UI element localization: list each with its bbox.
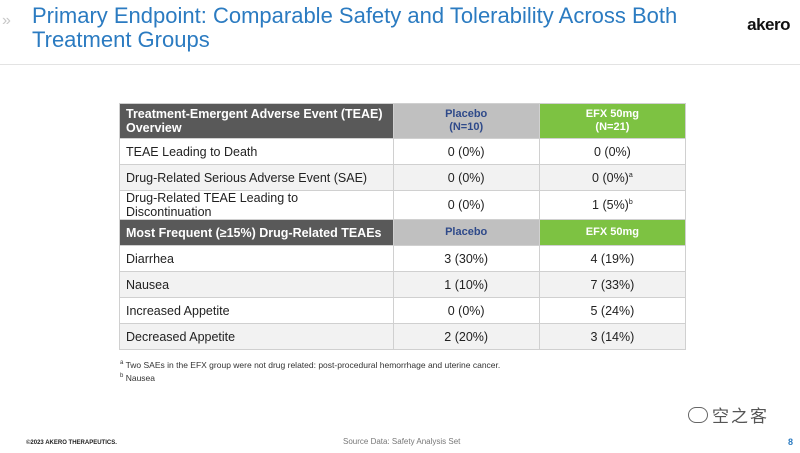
chevron-icon: » [2,12,11,29]
table-row: Nausea 1 (10%) 7 (33%) [119,271,687,298]
efx-n: (N=21) [595,121,630,133]
footnote-mark: a [120,360,124,366]
row-label: Drug-Related TEAE Leading to Discontinua… [119,190,394,220]
row-label: Diarrhea [119,245,394,272]
footnote-a: a Two SAEs in the EFX group were not dru… [120,358,500,371]
watermark: 空之客 [688,402,769,427]
footnotes: a Two SAEs in the EFX group were not dru… [120,358,500,384]
row-label: Decreased Appetite [119,323,394,350]
table-header-row: Treatment-Emergent Adverse Event (TEAE) … [119,103,687,139]
adverse-event-table: Treatment-Emergent Adverse Event (TEAE) … [119,103,687,350]
row-label: Increased Appetite [119,297,394,324]
footnote-marker: a [628,171,633,179]
table-row: Decreased Appetite 2 (20%) 3 (14%) [119,323,687,350]
efx-value: 1 (5%) [592,198,629,212]
table-row: Drug-Related TEAE Leading to Discontinua… [119,190,687,220]
watermark-text: 空之客 [712,407,769,426]
efx-value: 0 (0%) [538,138,687,165]
table-row: Drug-Related Serious Adverse Event (SAE)… [119,164,687,191]
footnote-mark: b [120,372,124,379]
table-row: Diarrhea 3 (30%) 4 (19%) [119,245,687,272]
efx-value: 0 (0%) [592,170,629,185]
row-label: Nausea [119,271,394,298]
title-divider [0,64,800,65]
placebo-column-header: Placebo (N=10) [392,103,540,139]
placebo-value: 1 (10%) [392,271,540,298]
company-logo: akero [747,15,790,34]
efx-column-header: EFX 50mg [538,219,687,246]
placebo-label: Placebo [445,108,488,120]
row-label: TEAE Leading to Death [119,138,394,165]
efx-value: 7 (33%) [538,271,687,298]
efx-value: 3 (14%) [538,323,687,350]
table-row: Increased Appetite 0 (0%) 5 (24%) [119,297,687,324]
row-label: Drug-Related Serious Adverse Event (SAE) [119,164,394,191]
footnote-text: Nausea [125,372,156,383]
placebo-column-header: Placebo [392,219,540,246]
footnote-text: Two SAEs in the EFX group were not drug … [125,359,501,370]
placebo-value: 0 (0%) [392,138,540,165]
footnote-b: b Nausea [120,371,500,384]
efx-value-cell: 0 (0%)a [538,164,687,191]
efx-value: 5 (24%) [538,297,687,324]
table-row: TEAE Leading to Death 0 (0%) 0 (0%) [119,138,687,165]
placebo-value: 2 (20%) [392,323,540,350]
slide-title: Primary Endpoint: Comparable Safety and … [32,3,678,52]
placebo-value: 0 (0%) [392,297,540,324]
placebo-value: 3 (30%) [392,245,540,272]
placebo-value: 0 (0%) [392,164,540,191]
teae-overview-header: Treatment-Emergent Adverse Event (TEAE) … [119,103,394,139]
efx-label: EFX 50mg [585,108,639,120]
footnote-marker: b [628,198,633,206]
placebo-n: (N=10) [449,121,484,133]
efx-column-header: EFX 50mg (N=21) [538,103,687,139]
most-frequent-header: Most Frequent (≥15%) Drug-Related TEAEs [119,219,394,246]
source-note: Source Data: Safety Analysis Set [343,437,461,446]
page-number: 8 [788,437,794,447]
wechat-icon [688,406,708,423]
efx-value: 4 (19%) [538,245,687,272]
efx-value-cell: 1 (5%)b [538,190,687,220]
table-subheader-row: Most Frequent (≥15%) Drug-Related TEAEs … [119,219,687,246]
copyright: ©2023 AKERO THERAPEUTICS. [26,440,117,446]
placebo-value: 0 (0%) [392,190,540,220]
